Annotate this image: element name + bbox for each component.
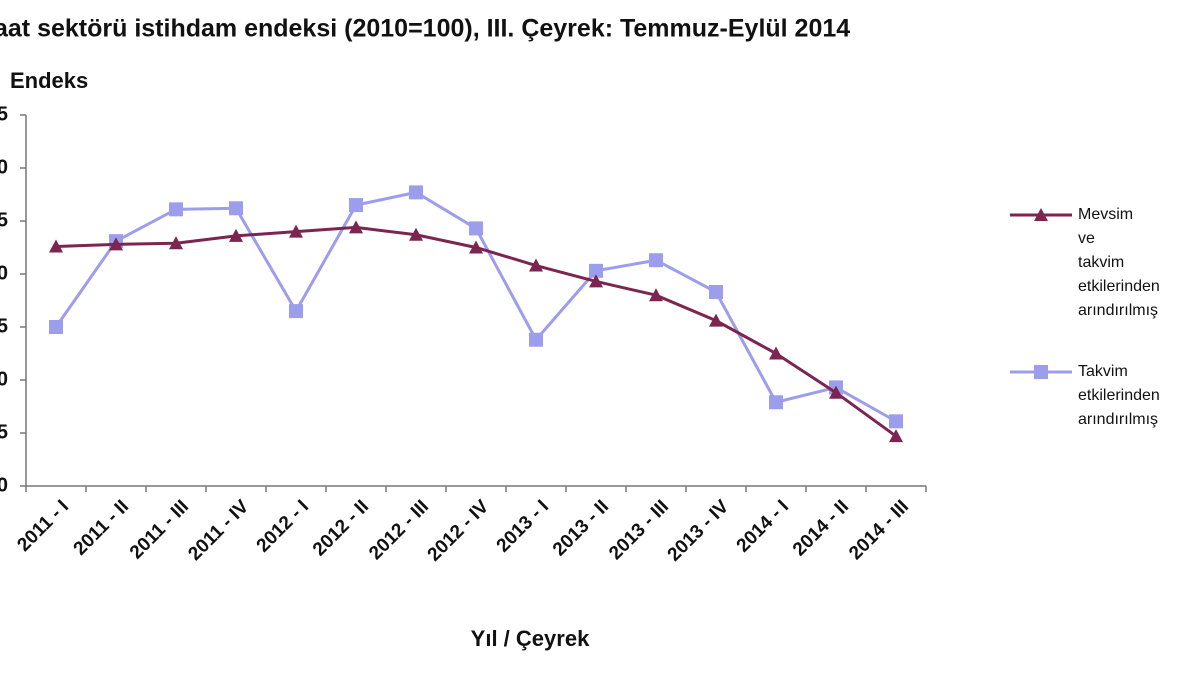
data-point bbox=[289, 224, 303, 238]
data-point bbox=[529, 332, 543, 347]
data-point bbox=[649, 253, 663, 268]
data-point bbox=[889, 414, 903, 429]
x-tick-label: 2014 - II bbox=[789, 496, 853, 560]
data-point bbox=[589, 263, 603, 278]
y-tick-label: 120 bbox=[0, 156, 8, 178]
x-tick-label: 2012 - I bbox=[253, 496, 313, 556]
x-tick-label: 2012 - III bbox=[365, 496, 433, 564]
x-tick-label: 2011 - I bbox=[13, 496, 73, 556]
legend-label: Mevsim ve takvim etkilerinden arındırılm… bbox=[1078, 206, 1164, 319]
y-tick-label: 110 bbox=[0, 262, 8, 284]
data-point bbox=[769, 395, 783, 410]
data-point bbox=[469, 240, 483, 254]
x-tick-label: 2013 - II bbox=[549, 496, 613, 560]
data-point bbox=[409, 227, 423, 241]
data-point bbox=[169, 236, 183, 250]
data-point bbox=[649, 288, 663, 302]
chart-title: aat sektörü istihdam endeksi (2010=100),… bbox=[0, 15, 850, 43]
data-point bbox=[229, 201, 243, 216]
data-point bbox=[709, 285, 723, 300]
legend-marker bbox=[1034, 365, 1048, 379]
x-tick-label: 2012 - II bbox=[309, 496, 373, 560]
data-point bbox=[109, 237, 123, 251]
x-tick-label: 2013 - III bbox=[605, 496, 673, 564]
data-point bbox=[589, 274, 603, 288]
data-point bbox=[829, 385, 843, 399]
y-tick-label: 115 bbox=[0, 209, 8, 231]
x-tick-label: 2014 - I bbox=[733, 496, 793, 556]
legend-label: Takvim etkilerinden arındırılmış bbox=[1078, 363, 1164, 428]
data-point bbox=[529, 258, 543, 272]
data-point bbox=[349, 220, 363, 234]
data-point bbox=[229, 228, 243, 242]
data-point bbox=[49, 320, 63, 334]
data-point bbox=[889, 429, 903, 443]
data-point bbox=[289, 304, 303, 319]
x-tick-label: 2011 - IV bbox=[184, 496, 253, 565]
y-tick-label: 125 bbox=[0, 103, 8, 125]
data-point bbox=[409, 185, 423, 200]
x-tick-label: 2013 - I bbox=[493, 496, 553, 556]
y-axis-title: Endeks bbox=[10, 68, 88, 93]
x-tick-label: 2014 - III bbox=[845, 496, 913, 564]
legend-marker bbox=[1034, 208, 1048, 221]
x-tick-label: 2012 - IV bbox=[424, 496, 494, 566]
data-point bbox=[469, 221, 483, 236]
data-point bbox=[349, 198, 363, 213]
data-point bbox=[49, 239, 63, 253]
x-axis-title: Yıl / Çeyrek bbox=[471, 626, 590, 651]
x-tick-label: 2011 - III bbox=[126, 496, 193, 563]
x-tick-label: 2011 - II bbox=[70, 496, 133, 559]
y-tick-label: 105 bbox=[0, 315, 8, 337]
data-point bbox=[769, 346, 783, 360]
x-tick-label: 2013 - IV bbox=[664, 496, 734, 566]
y-tick-label: 90 bbox=[0, 474, 8, 496]
y-tick-label: 100 bbox=[0, 368, 8, 390]
data-point bbox=[709, 313, 723, 327]
data-point bbox=[169, 202, 183, 217]
y-tick-label: 95 bbox=[0, 421, 8, 443]
